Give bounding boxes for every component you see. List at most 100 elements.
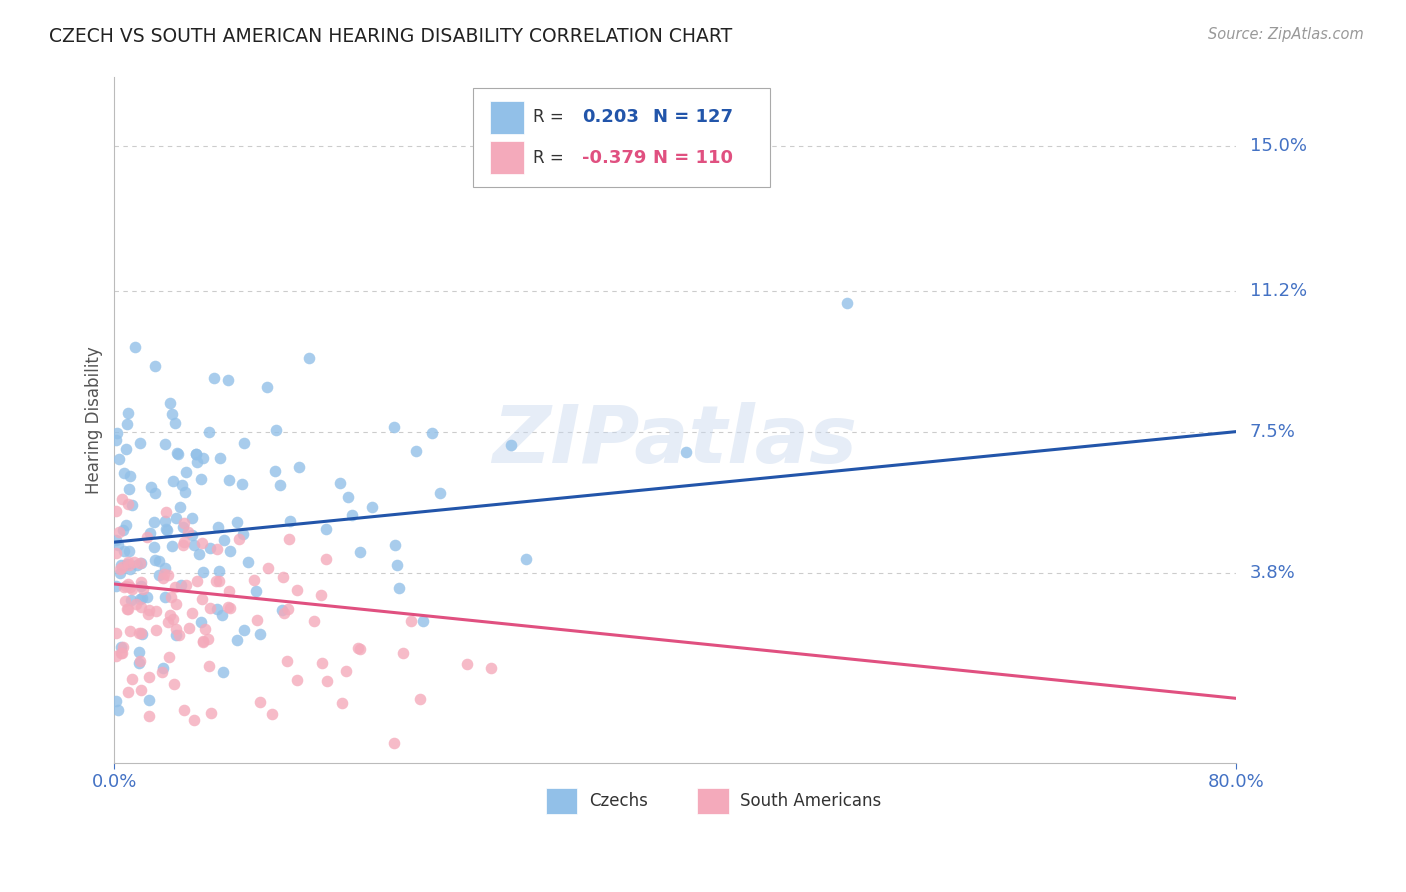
Point (273, 606, 295, 620)
Point (173, 485, 195, 500)
Point (131, 626, 153, 640)
Point (172, 519, 194, 533)
Point (208, 574, 231, 588)
Point (226, 632, 249, 647)
Point (181, 528, 204, 542)
Point (135, 590, 157, 604)
Point (193, 634, 215, 648)
Point (269, 478, 291, 492)
Point (117, 602, 139, 616)
Point (197, 632, 219, 646)
Point (159, 607, 181, 622)
Point (120, 593, 142, 607)
Point (111, 523, 134, 537)
Point (337, 490, 360, 504)
Point (155, 590, 177, 604)
Point (287, 673, 309, 687)
Point (675, 445, 697, 459)
Point (115, 558, 138, 572)
Point (384, 538, 406, 552)
Point (111, 560, 134, 574)
Point (264, 423, 287, 437)
Point (173, 702, 195, 716)
Point (148, 567, 170, 582)
Point (129, 600, 152, 615)
Point (162, 539, 184, 553)
Point (115, 442, 138, 456)
Point (170, 477, 193, 491)
Point (246, 613, 269, 627)
Point (315, 673, 337, 688)
Point (118, 558, 141, 572)
Point (125, 558, 148, 572)
Point (131, 682, 153, 697)
Point (198, 658, 221, 673)
Point (169, 578, 191, 592)
Point (207, 520, 229, 534)
Point (157, 650, 180, 665)
Point (335, 665, 357, 679)
Text: R =: R = (533, 149, 568, 167)
Point (132, 582, 155, 596)
Point (108, 562, 131, 576)
Point (152, 571, 174, 585)
Point (198, 425, 221, 440)
Point (163, 677, 186, 691)
Point (191, 592, 214, 607)
Point (205, 542, 228, 557)
Point (217, 600, 239, 615)
Point (128, 626, 150, 640)
Point (104, 533, 127, 547)
Point (111, 640, 134, 654)
Point (120, 581, 142, 595)
Point (159, 396, 181, 410)
Point (256, 380, 278, 394)
Point (121, 582, 143, 596)
Point (183, 538, 205, 552)
Point (391, 647, 413, 661)
Point (218, 600, 240, 615)
Text: ZIPatlas: ZIPatlas (492, 401, 858, 480)
Point (194, 622, 217, 636)
Point (111, 491, 134, 506)
Point (143, 540, 166, 554)
Point (138, 670, 160, 684)
Point (217, 373, 239, 387)
Point (112, 544, 135, 558)
Point (138, 525, 160, 540)
Point (249, 626, 271, 640)
Point (117, 497, 139, 511)
Point (148, 553, 170, 567)
Point (204, 574, 226, 589)
Point (228, 533, 250, 547)
Point (174, 578, 197, 592)
Point (347, 640, 370, 655)
Point (412, 614, 434, 628)
Point (330, 696, 353, 710)
Point (153, 561, 176, 575)
Point (121, 498, 143, 512)
Point (179, 621, 201, 635)
Point (212, 665, 235, 679)
Point (232, 526, 254, 541)
Point (181, 606, 204, 620)
Point (278, 532, 301, 546)
Point (209, 450, 232, 465)
Point (193, 634, 215, 648)
Point (118, 543, 141, 558)
FancyBboxPatch shape (491, 101, 523, 134)
Point (129, 579, 152, 593)
Point (122, 555, 145, 569)
Point (188, 547, 211, 561)
Point (172, 538, 194, 552)
Point (165, 628, 187, 642)
Point (159, 590, 181, 604)
Point (128, 645, 150, 659)
Point (142, 515, 165, 529)
Point (118, 483, 141, 497)
Point (118, 624, 141, 638)
Point (315, 522, 337, 536)
Point (405, 444, 427, 458)
Point (136, 530, 159, 544)
Point (145, 604, 167, 618)
